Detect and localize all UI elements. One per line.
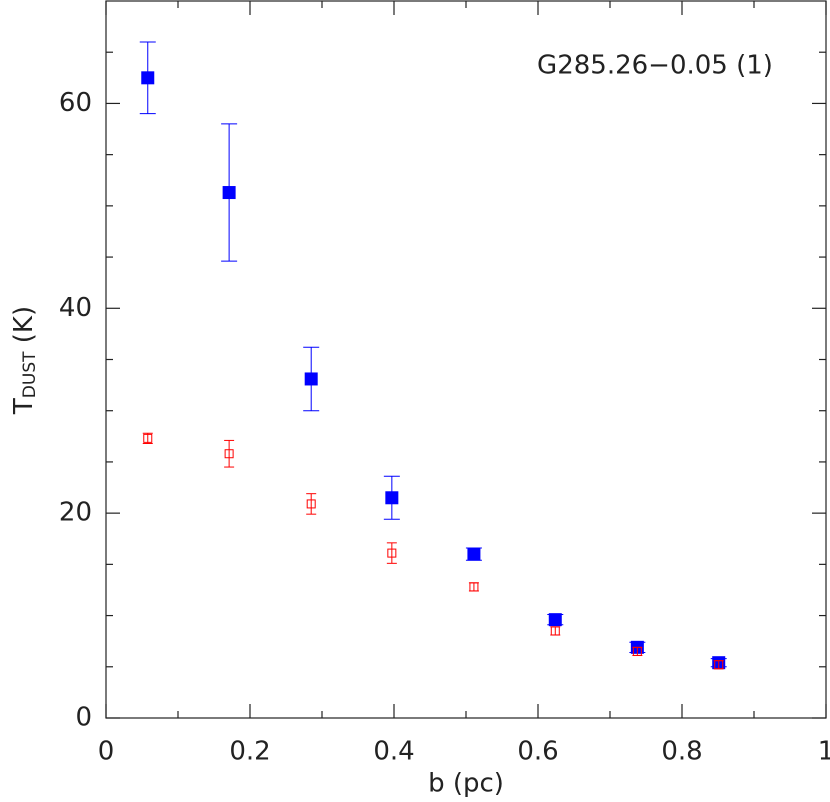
y-label-main: T [9,398,39,415]
point [632,646,642,656]
y-label-space [9,343,39,351]
plot-frame [105,0,827,719]
point [387,548,397,558]
x-tick-label: 0.8 [661,737,702,767]
point [306,499,316,509]
annotation: G285.26−0.05 (1) [537,51,773,81]
point [548,613,562,627]
point [469,582,479,592]
point [714,660,724,670]
y-axis-label: TDUST (K) [9,306,41,415]
point [143,433,153,443]
y-label-subscript: DUST [20,351,40,398]
y-tick-label: 20 [59,498,92,528]
x-tick-label: 0.6 [517,737,558,767]
x-tick-label: 1 [818,737,830,767]
x-axis-label: b (pc) [428,769,504,799]
y-label-suffix: (K) [9,306,39,343]
y-tick-label: 0 [75,703,92,733]
point [141,71,155,85]
x-tick-label: 0 [98,737,115,767]
point [550,626,560,636]
x-tick-label: 0.2 [229,737,270,767]
point [304,372,318,386]
point [467,547,481,561]
y-tick-label: 60 [59,88,92,118]
x-tick-label: 0.4 [373,737,414,767]
y-tick-label: 40 [59,293,92,323]
point [224,449,234,459]
point [385,491,399,505]
point [222,186,236,200]
